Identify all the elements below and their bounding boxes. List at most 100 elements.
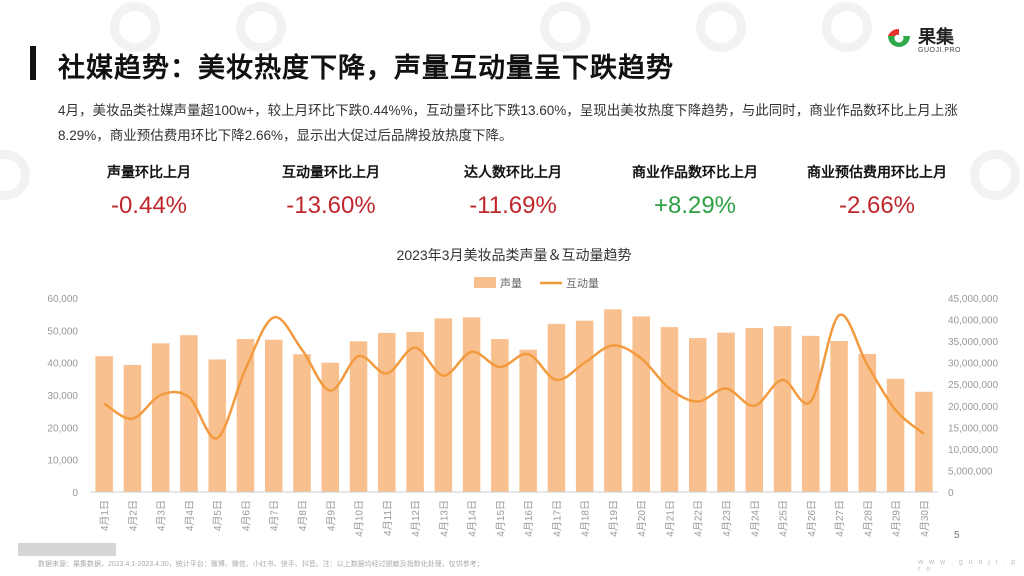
x-tick-label: 4月23日 (721, 500, 733, 537)
x-tick-label: 4月18日 (580, 500, 592, 537)
x-tick-label: 4月17日 (551, 500, 563, 537)
bar (208, 359, 226, 492)
kpi-interaction: 互动量环比上月 -13.60% (240, 162, 422, 220)
y-left-tick-label: 10,000 (47, 456, 78, 467)
x-tick-label: 4月10日 (354, 500, 366, 537)
x-tick-label: 4月5日 (212, 500, 224, 531)
watermark-mark (110, 2, 160, 52)
bar (491, 339, 509, 492)
x-tick-label: 4月28日 (862, 500, 874, 537)
bar (632, 316, 650, 492)
bar (434, 318, 453, 492)
watermark-mark (236, 2, 286, 52)
data-source-note: 数据来源：果集数据，2023.4.1-2023.4.30，统计平台：微博、微信、… (38, 561, 484, 568)
bar (349, 341, 368, 492)
bar (151, 343, 170, 492)
x-tick-label: 4月2日 (127, 500, 139, 531)
bar (915, 391, 933, 492)
bar (773, 326, 792, 492)
bar (717, 332, 735, 492)
y-left-tick-label: 60,000 (47, 294, 78, 305)
x-tick-label: 4月13日 (438, 500, 450, 537)
kpi-value: -13.60% (286, 192, 376, 219)
y-right-tick-label: 30,000,000 (948, 359, 998, 370)
x-tick-label: 4月21日 (664, 500, 676, 537)
bar (95, 356, 113, 492)
summary-text: 4月，美妆品类社媒声量超100w+，较上月环比下跌0.44%%，互动量环比下跌1… (58, 103, 958, 143)
y-right-tick-label: 35,000,000 (948, 337, 998, 348)
y-left-tick-label: 40,000 (47, 359, 78, 370)
series-line-interaction (103, 313, 925, 440)
legend-label: 声量 (500, 276, 522, 290)
x-tick-label: 4月12日 (410, 500, 422, 537)
bar (462, 317, 481, 492)
y-right-tick-label: 0 (948, 488, 954, 499)
kpi-commercial-works: 商业作品数环比上月 +8.29% (604, 162, 786, 220)
y-right-tick-label: 45,000,000 (948, 294, 998, 305)
y-left-tick-label: 50,000 (47, 326, 78, 337)
bar (745, 328, 764, 492)
watermark-mark (540, 2, 590, 52)
bar (123, 364, 142, 492)
x-tick-label: 4月25日 (778, 500, 790, 537)
x-tick-label: 4月27日 (834, 500, 846, 537)
watermark-mark (822, 2, 872, 52)
bar (886, 378, 905, 492)
brand-logo: 果集 GUOJI.PRO (884, 26, 961, 56)
x-tick-label: 4月24日 (749, 500, 761, 537)
x-tick-label: 4月22日 (693, 500, 705, 537)
scrollbar[interactable] (18, 543, 116, 556)
bar (406, 331, 424, 492)
bar (378, 332, 396, 492)
x-tick-label: 4月11日 (382, 500, 394, 536)
watermark-mark (970, 150, 1020, 200)
x-tick-label: 4月1日 (99, 500, 111, 531)
guoji-logo-icon (884, 26, 914, 56)
legend-label: 互动量 (566, 277, 599, 290)
y-right-tick-label: 5,000,000 (948, 466, 993, 477)
kpi-label: 声量环比上月 (107, 164, 191, 180)
bar (547, 323, 566, 492)
y-right-tick-label: 25,000,000 (948, 380, 998, 391)
page-number: 5 (954, 530, 960, 541)
page-title: 社媒趋势：美妆热度下降，声量互动量呈下跌趋势 (58, 53, 674, 83)
bar (519, 349, 537, 492)
x-tick-label: 4月14日 (467, 500, 479, 537)
watermark-mark (696, 2, 746, 52)
bar (802, 335, 820, 492)
x-tick-label: 4月7日 (269, 500, 281, 531)
kpi-label: 达人数环比上月 (464, 164, 562, 180)
logo-domain: GUOJI.PRO (918, 46, 962, 54)
watermark-mark (0, 150, 30, 200)
y-right-tick-label: 20,000,000 (948, 402, 998, 413)
x-tick-label: 4月4日 (184, 500, 196, 531)
y-left-tick-label: 30,000 (47, 391, 78, 402)
x-tick-label: 4月3日 (156, 500, 168, 531)
bar (321, 362, 340, 492)
bar (660, 327, 679, 492)
kpi-value: -11.69% (469, 192, 557, 219)
x-tick-label: 4月8日 (297, 500, 309, 531)
x-tick-label: 4月15日 (495, 500, 507, 537)
kpi-value: -0.44% (110, 192, 188, 219)
kpi-label: 商业预估费用环比上月 (807, 164, 947, 180)
y-right-tick-label: 40,000,000 (948, 316, 998, 327)
kpi-label: 商业作品数环比上月 (632, 164, 758, 180)
footer-url: w w w . g u o j i . p r o (918, 559, 1018, 573)
title-accent-bar (30, 46, 36, 80)
x-tick-label: 4月26日 (806, 500, 818, 537)
x-tick-label: 4月6日 (240, 500, 252, 531)
x-tick-label: 4月9日 (325, 500, 337, 531)
bar (575, 320, 594, 492)
kpi-value: -2.66% (838, 192, 916, 219)
x-tick-label: 4月20日 (636, 500, 648, 537)
kpi-influencers: 达人数环比上月 -11.69% (422, 162, 604, 220)
kpi-commercial-cost: 商业预估费用环比上月 -2.66% (786, 162, 968, 220)
bar (236, 339, 255, 492)
logo-name: 果集 (918, 26, 954, 47)
bar (180, 335, 198, 492)
y-left-tick-label: 0 (72, 488, 78, 499)
kpi-value: +8.29% (653, 192, 737, 219)
bar (688, 338, 707, 492)
